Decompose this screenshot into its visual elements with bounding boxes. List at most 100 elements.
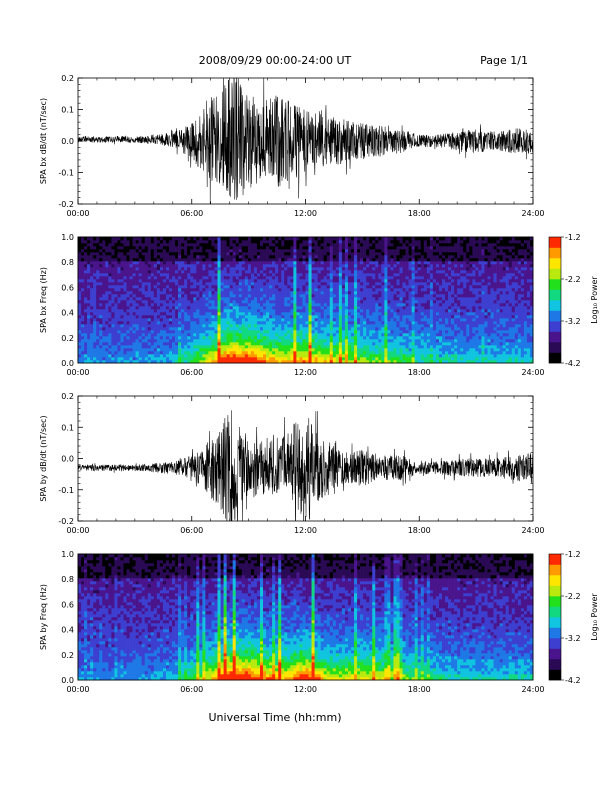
heatmap-cell: [384, 351, 387, 354]
heatmap-cell: [81, 306, 84, 309]
heatmap-cell: [360, 240, 363, 243]
y-tick-label: -0.1: [58, 169, 74, 178]
heatmap-cell: [87, 321, 90, 324]
heatmap-cell: [211, 252, 214, 255]
heatmap-cell: [263, 300, 266, 303]
heatmap-cell: [312, 285, 315, 288]
heatmap-cell: [254, 252, 257, 255]
heatmap-cell: [90, 321, 93, 324]
heatmap-cell: [105, 339, 108, 342]
heatmap-cell: [342, 303, 345, 306]
heatmap-cell: [306, 318, 309, 321]
heatmap-cell: [354, 246, 357, 249]
heatmap-cell: [245, 264, 248, 267]
heatmap-cell: [327, 261, 330, 264]
heatmap-cell: [90, 267, 93, 270]
heatmap-cell: [102, 321, 105, 324]
x-tick-label: 06:00: [180, 368, 203, 377]
heatmap-cell: [96, 345, 99, 348]
heatmap-cell: [281, 306, 284, 309]
heatmap-cell: [120, 327, 123, 330]
heatmap-cell: [397, 276, 400, 279]
heatmap-cell: [415, 261, 418, 264]
heatmap-cell: [254, 291, 257, 294]
heatmap-cell: [81, 246, 84, 249]
heatmap-cell: [354, 351, 357, 354]
heatmap-cell: [260, 243, 263, 246]
heatmap-cell: [381, 237, 384, 240]
heatmap-cell: [269, 261, 272, 264]
heatmap-cell: [233, 318, 236, 321]
heatmap-cell: [315, 354, 318, 357]
heatmap-cell: [211, 258, 214, 261]
heatmap-cell: [381, 255, 384, 258]
heatmap-cell: [381, 282, 384, 285]
heatmap-cell: [418, 306, 421, 309]
heatmap-cell: [393, 252, 396, 255]
heatmap-cell: [375, 252, 378, 255]
heatmap-cell: [139, 318, 142, 321]
heatmap-cell: [378, 300, 381, 303]
heatmap-cell: [108, 345, 111, 348]
heatmap-cell: [336, 342, 339, 345]
heatmap-cell: [151, 282, 154, 285]
heatmap-cell: [230, 288, 233, 291]
heatmap-cell: [321, 303, 324, 306]
heatmap-cell: [81, 300, 84, 303]
heatmap-cell: [108, 279, 111, 282]
heatmap-cell: [166, 261, 169, 264]
heatmap-cell: [196, 321, 199, 324]
heatmap-cell: [84, 312, 87, 315]
heatmap-cell: [117, 249, 120, 252]
heatmap-cell: [351, 324, 354, 327]
heatmap-cell: [175, 303, 178, 306]
heatmap-cell: [272, 324, 275, 327]
heatmap-cell: [324, 330, 327, 333]
heatmap-cell: [178, 324, 181, 327]
heatmap-cell: [175, 282, 178, 285]
heatmap-cell: [230, 300, 233, 303]
heatmap-cell: [154, 249, 157, 252]
heatmap-cell: [166, 264, 169, 267]
heatmap-cell: [312, 258, 315, 261]
heatmap-cell: [418, 351, 421, 354]
heatmap-cell: [393, 288, 396, 291]
heatmap-cell: [215, 255, 218, 258]
heatmap-cell: [306, 240, 309, 243]
heatmap-cell: [287, 273, 290, 276]
heatmap-cell: [248, 246, 251, 249]
heatmap-cell: [211, 354, 214, 357]
heatmap-cell: [302, 312, 305, 315]
heatmap-cell: [415, 258, 418, 261]
heatmap-cell: [190, 321, 193, 324]
heatmap-cell: [111, 345, 114, 348]
heatmap-cell: [257, 267, 260, 270]
heatmap-cell: [242, 321, 245, 324]
heatmap-cell: [390, 351, 393, 354]
heatmap-cell: [230, 354, 233, 357]
heatmap-cell: [272, 273, 275, 276]
heatmap-cell: [108, 306, 111, 309]
heatmap-cell: [302, 348, 305, 351]
heatmap-cell: [105, 342, 108, 345]
heatmap-cell: [390, 255, 393, 258]
heatmap-cell: [263, 318, 266, 321]
heatmap-cell: [339, 315, 342, 318]
heatmap-cell: [384, 288, 387, 291]
heatmap-cell: [387, 327, 390, 330]
heatmap-cell: [202, 282, 205, 285]
heatmap-cell: [190, 252, 193, 255]
heatmap-cell: [372, 288, 375, 291]
heatmap-cell: [242, 240, 245, 243]
heatmap-cell: [290, 324, 293, 327]
heatmap-cell: [333, 327, 336, 330]
heatmap-cell: [336, 303, 339, 306]
heatmap-cell: [345, 291, 348, 294]
heatmap-cell: [111, 309, 114, 312]
heatmap-cell: [102, 294, 105, 297]
heatmap-cell: [245, 252, 248, 255]
heatmap-cell: [236, 273, 239, 276]
heatmap-cell: [378, 258, 381, 261]
heatmap-cell: [169, 342, 172, 345]
heatmap-cell: [187, 339, 190, 342]
